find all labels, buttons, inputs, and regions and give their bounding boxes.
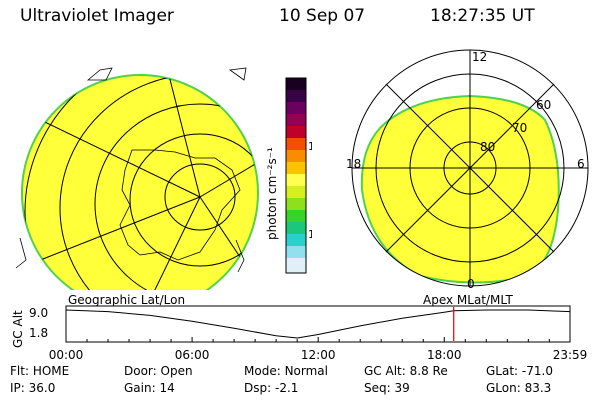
status-door-label: Door:	[124, 364, 157, 378]
alt-xtick-1800: 18:00	[427, 348, 462, 362]
alt-plot-ytick-high: 9.0	[29, 306, 48, 320]
polar-map-label: Apex MLat/MLT	[423, 293, 513, 307]
alt-plot-frame	[65, 305, 571, 343]
alt-xtick-2359: 23:59	[553, 348, 588, 362]
status-gc-alt-label: GC Alt:	[364, 364, 406, 378]
status-ip-value: 36.0	[28, 381, 56, 395]
status-glon-label: GLon:	[486, 381, 521, 395]
altitude-line	[65, 309, 571, 339]
geo-map-label: Geographic Lat/Lon	[68, 293, 186, 307]
altitude-plot: GC Alt 9.0 1.8 00:00 06:00 12:00 18:00 2…	[11, 305, 588, 362]
auroral-image-geo	[21, 74, 259, 290]
time-label: 18:27:35 UT	[430, 6, 535, 26]
auroral-image-polar	[360, 94, 560, 284]
colorbar-tick-100: 100	[308, 140, 312, 153]
mlt-label-12: 12	[472, 50, 487, 64]
status-door-value: Open	[160, 364, 193, 378]
status-glon-value: 83.3	[524, 381, 552, 395]
mlt-label-6: 6	[577, 157, 585, 171]
status-glon: GLon: 83.3	[486, 381, 551, 395]
polar-grid	[351, 49, 589, 287]
color-bar-gradient	[285, 77, 307, 274]
status-mode: Mode: Normal	[244, 364, 328, 378]
coastline-outline	[15, 67, 247, 273]
status-dsp-value: -2.1	[274, 381, 299, 395]
alt-xtick-0000: 00:00	[49, 348, 84, 362]
geographic-map	[15, 67, 259, 290]
lat-label-70: 70	[512, 121, 527, 135]
status-ip-label: IP:	[10, 381, 25, 395]
status-gain-label: Gain:	[124, 381, 156, 395]
alt-plot-ticks	[65, 337, 571, 342]
status-gc-alt: GC Alt: 8.8 Re	[364, 364, 448, 378]
lat-label-80: 80	[480, 140, 495, 154]
status-glat-label: GLat:	[486, 364, 519, 378]
alt-plot-ylabel: GC Alt	[11, 310, 25, 348]
colorbar-unit-label: photon cm⁻²s⁻¹	[265, 147, 279, 240]
lat-label-60: 60	[536, 98, 551, 112]
date-label: 10 Sep 07	[279, 6, 366, 26]
alt-xtick-0600: 06:00	[175, 348, 210, 362]
status-dsp: Dsp: -2.1	[244, 381, 298, 395]
colorbar-tick-10: 10	[308, 228, 312, 241]
status-flt-value: HOME	[32, 364, 70, 378]
mlt-label-0: 0	[467, 277, 475, 291]
mlt-label-18: 18	[346, 157, 361, 171]
alt-xtick-1200: 12:00	[301, 348, 336, 362]
status-glat: GLat: -71.0	[486, 364, 553, 378]
status-flt: Flt: HOME	[10, 364, 69, 378]
status-seq-value: 39	[394, 381, 410, 395]
status-seq: Seq: 39	[364, 381, 410, 395]
status-ip: IP: 36.0	[10, 381, 55, 395]
status-glat-value: -71.0	[521, 364, 553, 378]
status-gain: Gain: 14	[124, 381, 175, 395]
status-gc-alt-value: 8.8 Re	[409, 364, 448, 378]
status-mode-value: Normal	[284, 364, 328, 378]
status-flt-label: Flt:	[10, 364, 29, 378]
polar-map: 12 18 6 0 80 70 60	[346, 49, 589, 291]
status-mode-label: Mode:	[244, 364, 281, 378]
app-title: Ultraviolet Imager	[20, 6, 174, 26]
status-seq-label: Seq:	[364, 381, 391, 395]
status-door: Door: Open	[124, 364, 193, 378]
status-gain-value: 14	[159, 381, 175, 395]
color-bar: 100 10 photon cm⁻²s⁻¹	[265, 77, 312, 274]
alt-plot-ytick-low: 1.8	[29, 326, 48, 340]
status-dsp-label: Dsp:	[244, 381, 272, 395]
